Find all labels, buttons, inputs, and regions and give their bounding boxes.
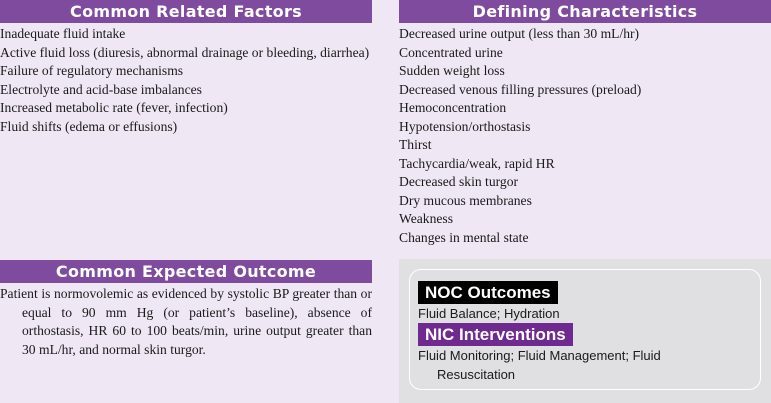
- list-item: Fluid shifts (edema or effusions): [0, 118, 178, 134]
- list-item: Decreased urine output (less than 30 mL/…: [399, 26, 640, 41]
- defining-characteristics-list: Decreased urine output (less than 30 mL/…: [399, 23, 771, 247]
- list-item: Electrolyte and acid-base imbalances: [0, 81, 202, 97]
- list-item: Hypotension/orthostasis: [399, 118, 531, 134]
- noc-outcomes-text: Fluid Balance; Hydration: [418, 306, 560, 321]
- list-item: Decreased venous filling pressures (prel…: [399, 81, 642, 97]
- section-header: Common Expected Outcome: [0, 260, 372, 283]
- nic-interventions-label: NIC Interventions: [418, 323, 573, 346]
- list-item: Inadequate fluid intake: [0, 26, 126, 41]
- list-item: Changes in mental state: [399, 229, 529, 245]
- list-item: Concentrated urine: [399, 44, 503, 60]
- nic-interventions-text: Fluid Monitoring; Fluid Management; Flui…: [418, 348, 661, 382]
- expected-outcome-text: Patient is normovolemic as evidenced by …: [0, 286, 372, 357]
- list-item: Decreased skin turgor: [399, 174, 519, 189]
- related-factors-section: Common Related Factors Inadequate fluid …: [0, 0, 372, 136]
- noc-nic-box: NOC Outcomes Fluid Balance; Hydration NI…: [409, 269, 761, 390]
- list-item: Failure of regulatory mechanisms: [0, 63, 184, 78]
- list-item: Thirst: [399, 137, 432, 152]
- related-factors-list: Inadequate fluid intake Active fluid los…: [0, 23, 372, 136]
- list-item: Sudden weight loss: [399, 63, 505, 78]
- list-item: Dry mucous membranes: [399, 192, 532, 208]
- expected-outcome-section: Common Expected Outcome Patient is normo…: [0, 260, 372, 359]
- noc-outcomes-label: NOC Outcomes: [418, 281, 558, 304]
- section-header: Defining Characteristics: [399, 0, 771, 23]
- list-item: Active fluid loss (diuresis, abnormal dr…: [0, 44, 370, 60]
- list-item: Increased metabolic rate (fever, infecti…: [0, 100, 228, 115]
- noc-nic-panel: NOC Outcomes Fluid Balance; Hydration NI…: [399, 259, 771, 403]
- section-header: Common Related Factors: [0, 0, 372, 23]
- list-item: Tachycardia/weak, rapid HR: [399, 155, 555, 171]
- list-item: Weakness: [399, 211, 454, 226]
- defining-characteristics-section: Defining Characteristics Decreased urine…: [399, 0, 771, 247]
- list-item: Hemoconcentration: [399, 100, 507, 115]
